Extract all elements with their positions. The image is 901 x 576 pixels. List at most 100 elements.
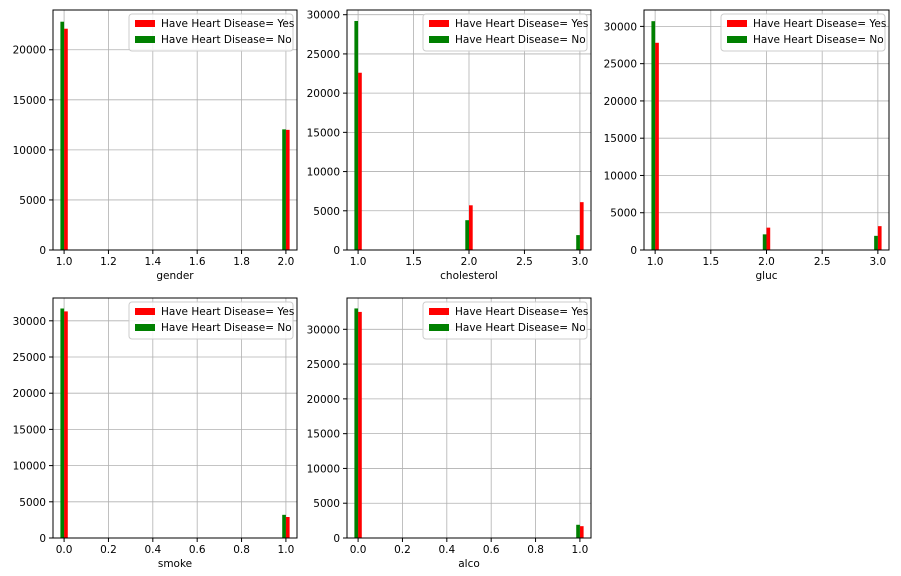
x-tick-label: 0.0: [350, 544, 367, 556]
plot-frame: [52, 297, 298, 539]
y-tick-label: 30000: [307, 10, 340, 22]
bar-yes-0: [64, 311, 68, 538]
legend-swatch-yes: [135, 308, 155, 315]
legend-label-yes: Have Heart Disease= Yes: [455, 18, 588, 30]
legend-swatch-no: [135, 36, 155, 43]
legend-box: [422, 13, 588, 52]
x-tick-label: 0.4: [144, 544, 161, 556]
chart-panel-alco: 0.0 0.2 0.4 0.6 0.8 1.0 0 5000 10000 15000 20000 25…: [307, 297, 592, 570]
x-tick-label: 1.0: [572, 544, 589, 556]
legend-label-yes: Have Heart Disease= Yes: [753, 18, 886, 30]
bar-no-3: [576, 235, 580, 250]
x-axis-label: gender: [156, 270, 194, 282]
legend-label-yes: Have Heart Disease= Yes: [455, 306, 588, 318]
y-tick-label: 15000: [13, 95, 46, 107]
bar-yes-3: [877, 226, 882, 250]
legend-swatch-yes: [727, 20, 747, 27]
y-tick-label: 0: [333, 245, 340, 257]
bar-yes-1: [579, 526, 584, 538]
bar-yes-1: [358, 72, 362, 251]
legend-label-no: Have Heart Disease= No: [753, 34, 884, 46]
bar-yes-1: [64, 28, 68, 250]
x-tick-label: 0.2: [100, 544, 117, 556]
y-tick-label: 10000: [13, 145, 46, 157]
bar-no-2: [465, 220, 469, 250]
x-tick-label: 1.0: [647, 256, 664, 268]
y-tick-label: 5000: [19, 195, 46, 207]
y-tick-label: 5000: [19, 497, 46, 509]
legend-swatch-no: [727, 36, 747, 43]
bar-yes-1: [285, 517, 290, 538]
x-tick-label: 3.0: [870, 256, 887, 268]
y-tick-label: 15000: [13, 424, 46, 436]
y-tick-label: 20000: [13, 388, 46, 400]
y-tick-label: 0: [333, 533, 340, 545]
x-tick-label: 1.0: [56, 256, 73, 268]
y-tick-label: 25000: [13, 352, 46, 364]
x-tick-label: 1.6: [189, 256, 206, 268]
x-tick-label: 2.0: [461, 256, 478, 268]
y-tick-label: 25000: [307, 49, 340, 61]
x-axis-label: cholesterol: [440, 270, 498, 282]
bar-no-1: [354, 20, 359, 250]
chart-panel-cholesterol: 1.0 1.5 2.0 2.5 3.0 0 5000 10000 15000 20000 25000…: [307, 9, 592, 282]
legend-label-yes: Have Heart Disease= Yes: [161, 18, 294, 30]
x-tick-label: 1.2: [100, 256, 117, 268]
y-tick-label: 0: [630, 245, 637, 257]
x-tick-label: 1.0: [350, 256, 367, 268]
x-tick-label: 1.5: [405, 256, 422, 268]
y-tick-label: 15000: [604, 133, 637, 145]
x-tick-label: 0.6: [483, 544, 500, 556]
legend-swatch-yes: [429, 20, 449, 27]
bar-yes-2: [766, 227, 771, 250]
y-tick-label: 30000: [307, 324, 340, 336]
legend-swatch-yes: [429, 308, 449, 315]
x-tick-label: 2.5: [814, 256, 831, 268]
bar-no-2: [282, 129, 286, 250]
x-tick-label: 0.8: [527, 544, 544, 556]
x-axis-label: smoke: [158, 558, 192, 570]
bar-no-1: [60, 21, 65, 250]
legend-swatch-no: [429, 324, 449, 331]
legend-swatch-yes: [135, 20, 155, 27]
y-tick-label: 0: [39, 245, 46, 257]
y-tick-label: 20000: [307, 394, 340, 406]
y-tick-label: 10000: [307, 167, 340, 179]
legend-box: [128, 301, 294, 340]
x-tick-label: 2.5: [516, 256, 533, 268]
y-tick-label: 5000: [610, 208, 637, 220]
x-tick-label: 1.0: [278, 544, 295, 556]
bar-no-1: [651, 21, 656, 250]
legend-label-no: Have Heart Disease= No: [161, 34, 292, 46]
bar-yes-2: [469, 205, 473, 250]
bar-yes-2: [285, 129, 290, 250]
legend: Have Heart Disease= Yes Have Heart Diseas…: [128, 301, 294, 340]
legend-swatch-no: [429, 36, 449, 43]
chart-panel-gluc: 1.0 1.5 2.0 2.5 3.0 0 5000 10000 15000 20000 25000…: [604, 9, 890, 282]
bar-no-1: [576, 524, 580, 538]
legend: Have Heart Disease= Yes Have Heart Diseas…: [422, 13, 588, 52]
x-tick-label: 0.6: [189, 544, 206, 556]
bar-yes-0: [358, 311, 362, 538]
bar-no-2: [762, 234, 767, 250]
y-tick-label: 15000: [307, 127, 340, 139]
x-tick-label: 1.5: [702, 256, 719, 268]
bar-yes-3: [579, 202, 584, 250]
bar-no-0: [60, 308, 65, 538]
legend: Have Heart Disease= Yes Have Heart Diseas…: [720, 13, 886, 52]
y-tick-label: 10000: [307, 463, 340, 475]
legend-swatch-no: [135, 324, 155, 331]
x-tick-label: 1.4: [144, 256, 161, 268]
legend-label-no: Have Heart Disease= No: [455, 322, 586, 334]
bar-yes-1: [655, 42, 659, 251]
x-axis-label: alco: [458, 558, 480, 570]
legend-box: [128, 13, 294, 52]
x-tick-label: 0.4: [438, 544, 455, 556]
bar-no-1: [282, 514, 286, 538]
x-axis-label: gluc: [755, 270, 777, 282]
y-tick-label: 25000: [604, 59, 637, 71]
y-tick-label: 25000: [307, 359, 340, 371]
y-tick-label: 20000: [307, 88, 340, 100]
x-tick-label: 2.0: [278, 256, 295, 268]
